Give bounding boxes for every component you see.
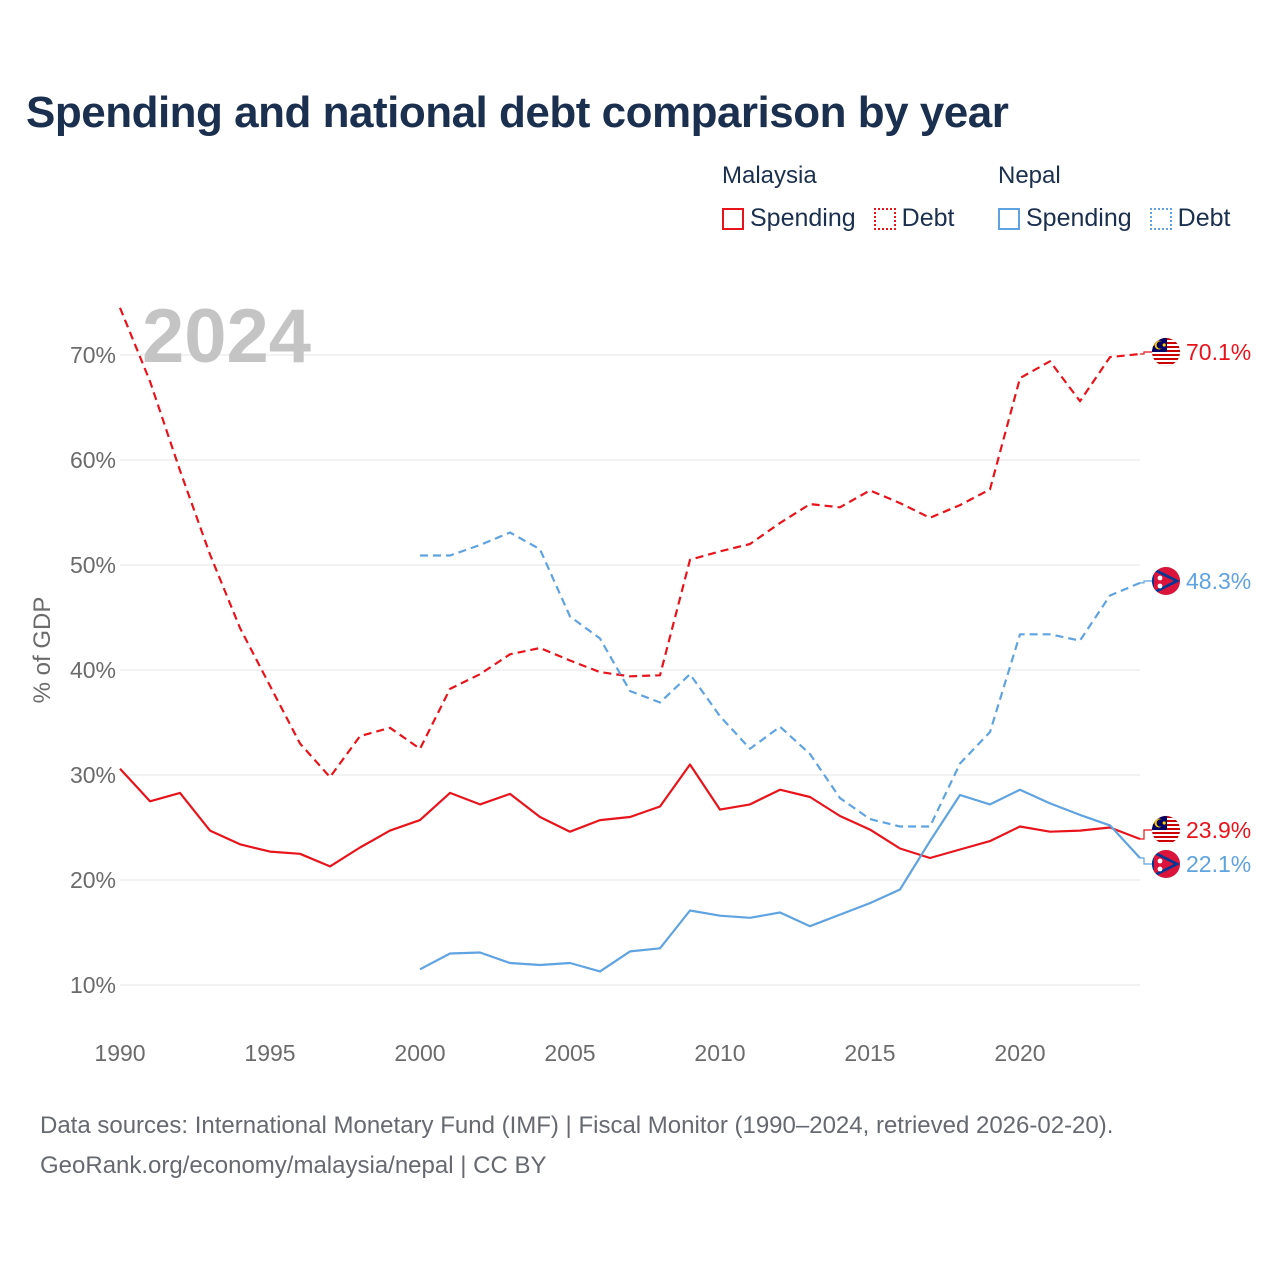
nepal-flag-icon bbox=[1151, 566, 1181, 596]
series-line-nepal-spending bbox=[419, 788, 1141, 973]
legend-item-nepal-debt[interactable]: Debt bbox=[1149, 204, 1231, 233]
x-tick-label: 2010 bbox=[694, 1040, 745, 1066]
legend-country-malaysia: Malaysia bbox=[722, 162, 817, 189]
malaysia-flag-icon bbox=[1151, 337, 1181, 367]
y-tick-label: 50% bbox=[70, 552, 116, 578]
end-connector bbox=[1140, 351, 1152, 355]
legend-item-malaysia-spending[interactable]: Spending bbox=[722, 204, 856, 233]
chart-title: Spending and national debt comparison by… bbox=[26, 88, 1009, 137]
y-tick-label: 70% bbox=[70, 342, 116, 368]
end-connector bbox=[1140, 857, 1152, 865]
y-tick-label: 20% bbox=[70, 867, 116, 893]
legend-label: Spending bbox=[1026, 204, 1132, 232]
x-tick-label: 1995 bbox=[244, 1040, 295, 1066]
footer-credit: GeoRank.org/economy/malaysia/nepal | CC … bbox=[40, 1152, 547, 1179]
legend-item-nepal-spending[interactable]: Spending bbox=[998, 204, 1132, 233]
x-tick-label: 2015 bbox=[844, 1040, 895, 1066]
end-value-label: 23.9% bbox=[1186, 817, 1251, 843]
y-tick-label: 10% bbox=[70, 972, 116, 998]
y-tick-label: 40% bbox=[70, 657, 116, 683]
footer: Data sources: International Monetary Fun… bbox=[40, 1106, 1113, 1186]
legend-swatch-solid-icon bbox=[998, 207, 1020, 230]
legend-label: Spending bbox=[750, 204, 856, 232]
legend-label: Debt bbox=[1177, 204, 1231, 232]
footer-sources: Data sources: International Monetary Fun… bbox=[40, 1112, 1114, 1139]
x-tick-label: 2020 bbox=[994, 1040, 1045, 1066]
legend-swatch-dotted-icon bbox=[1149, 207, 1172, 230]
legend-swatch-dotted-icon bbox=[873, 207, 896, 230]
nepal-flag-icon bbox=[1151, 849, 1181, 879]
year-watermark: 2024 bbox=[142, 294, 311, 379]
y-tick-label: 60% bbox=[70, 447, 116, 473]
legend-item-malaysia-debt[interactable]: Debt bbox=[873, 204, 955, 233]
y-axis-label: % of GDP bbox=[29, 597, 56, 704]
series-line-nepal-debt bbox=[420, 531, 1141, 828]
series-line-malaysia-debt bbox=[118, 307, 1141, 779]
legend-label: Debt bbox=[901, 204, 955, 232]
legend-malaysia: Malaysia Spending Debt bbox=[722, 162, 972, 233]
legend-nepal: Nepal Spending Debt bbox=[998, 162, 1248, 233]
end-value-label: 70.1% bbox=[1186, 339, 1251, 365]
malaysia-flag-icon bbox=[1151, 815, 1181, 845]
x-tick-label: 1990 bbox=[94, 1040, 145, 1066]
series-line-malaysia-spending bbox=[119, 763, 1141, 868]
end-value-label: 48.3% bbox=[1186, 568, 1251, 594]
end-connector bbox=[1140, 829, 1152, 840]
end-value-label: 22.1% bbox=[1186, 851, 1251, 877]
x-tick-label: 2000 bbox=[394, 1040, 445, 1066]
legend-swatch-solid-icon bbox=[722, 207, 744, 230]
legend-country-nepal: Nepal bbox=[998, 162, 1061, 189]
end-connector bbox=[1140, 580, 1152, 584]
y-tick-label: 30% bbox=[70, 762, 116, 788]
x-tick-label: 2005 bbox=[544, 1040, 595, 1066]
